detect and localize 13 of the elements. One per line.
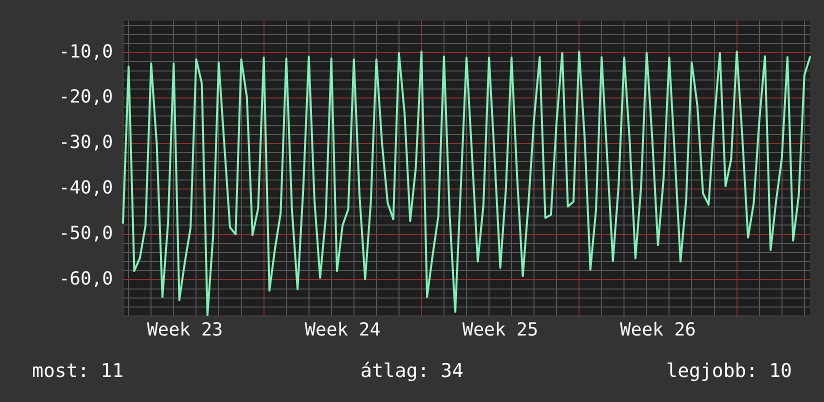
y-tick-label: -40,0: [58, 178, 113, 199]
y-tick-label: -20,0: [58, 86, 113, 108]
x-tick-label: Week 26: [620, 319, 696, 340]
text: átlag: 34: [360, 360, 464, 382]
x-tick-label: Week 23: [147, 319, 223, 340]
text: legjobb: 10: [666, 360, 792, 382]
text: most: 11: [32, 360, 124, 382]
x-tick-label: Week 25: [462, 319, 538, 340]
y-tick-label: -50,0: [58, 222, 113, 244]
y-tick-label: -30,0: [58, 132, 113, 154]
y-tick-label: -10,0: [58, 41, 113, 62]
y-tick-label: -60,0: [58, 268, 113, 290]
x-tick-label: Week 24: [304, 319, 381, 340]
